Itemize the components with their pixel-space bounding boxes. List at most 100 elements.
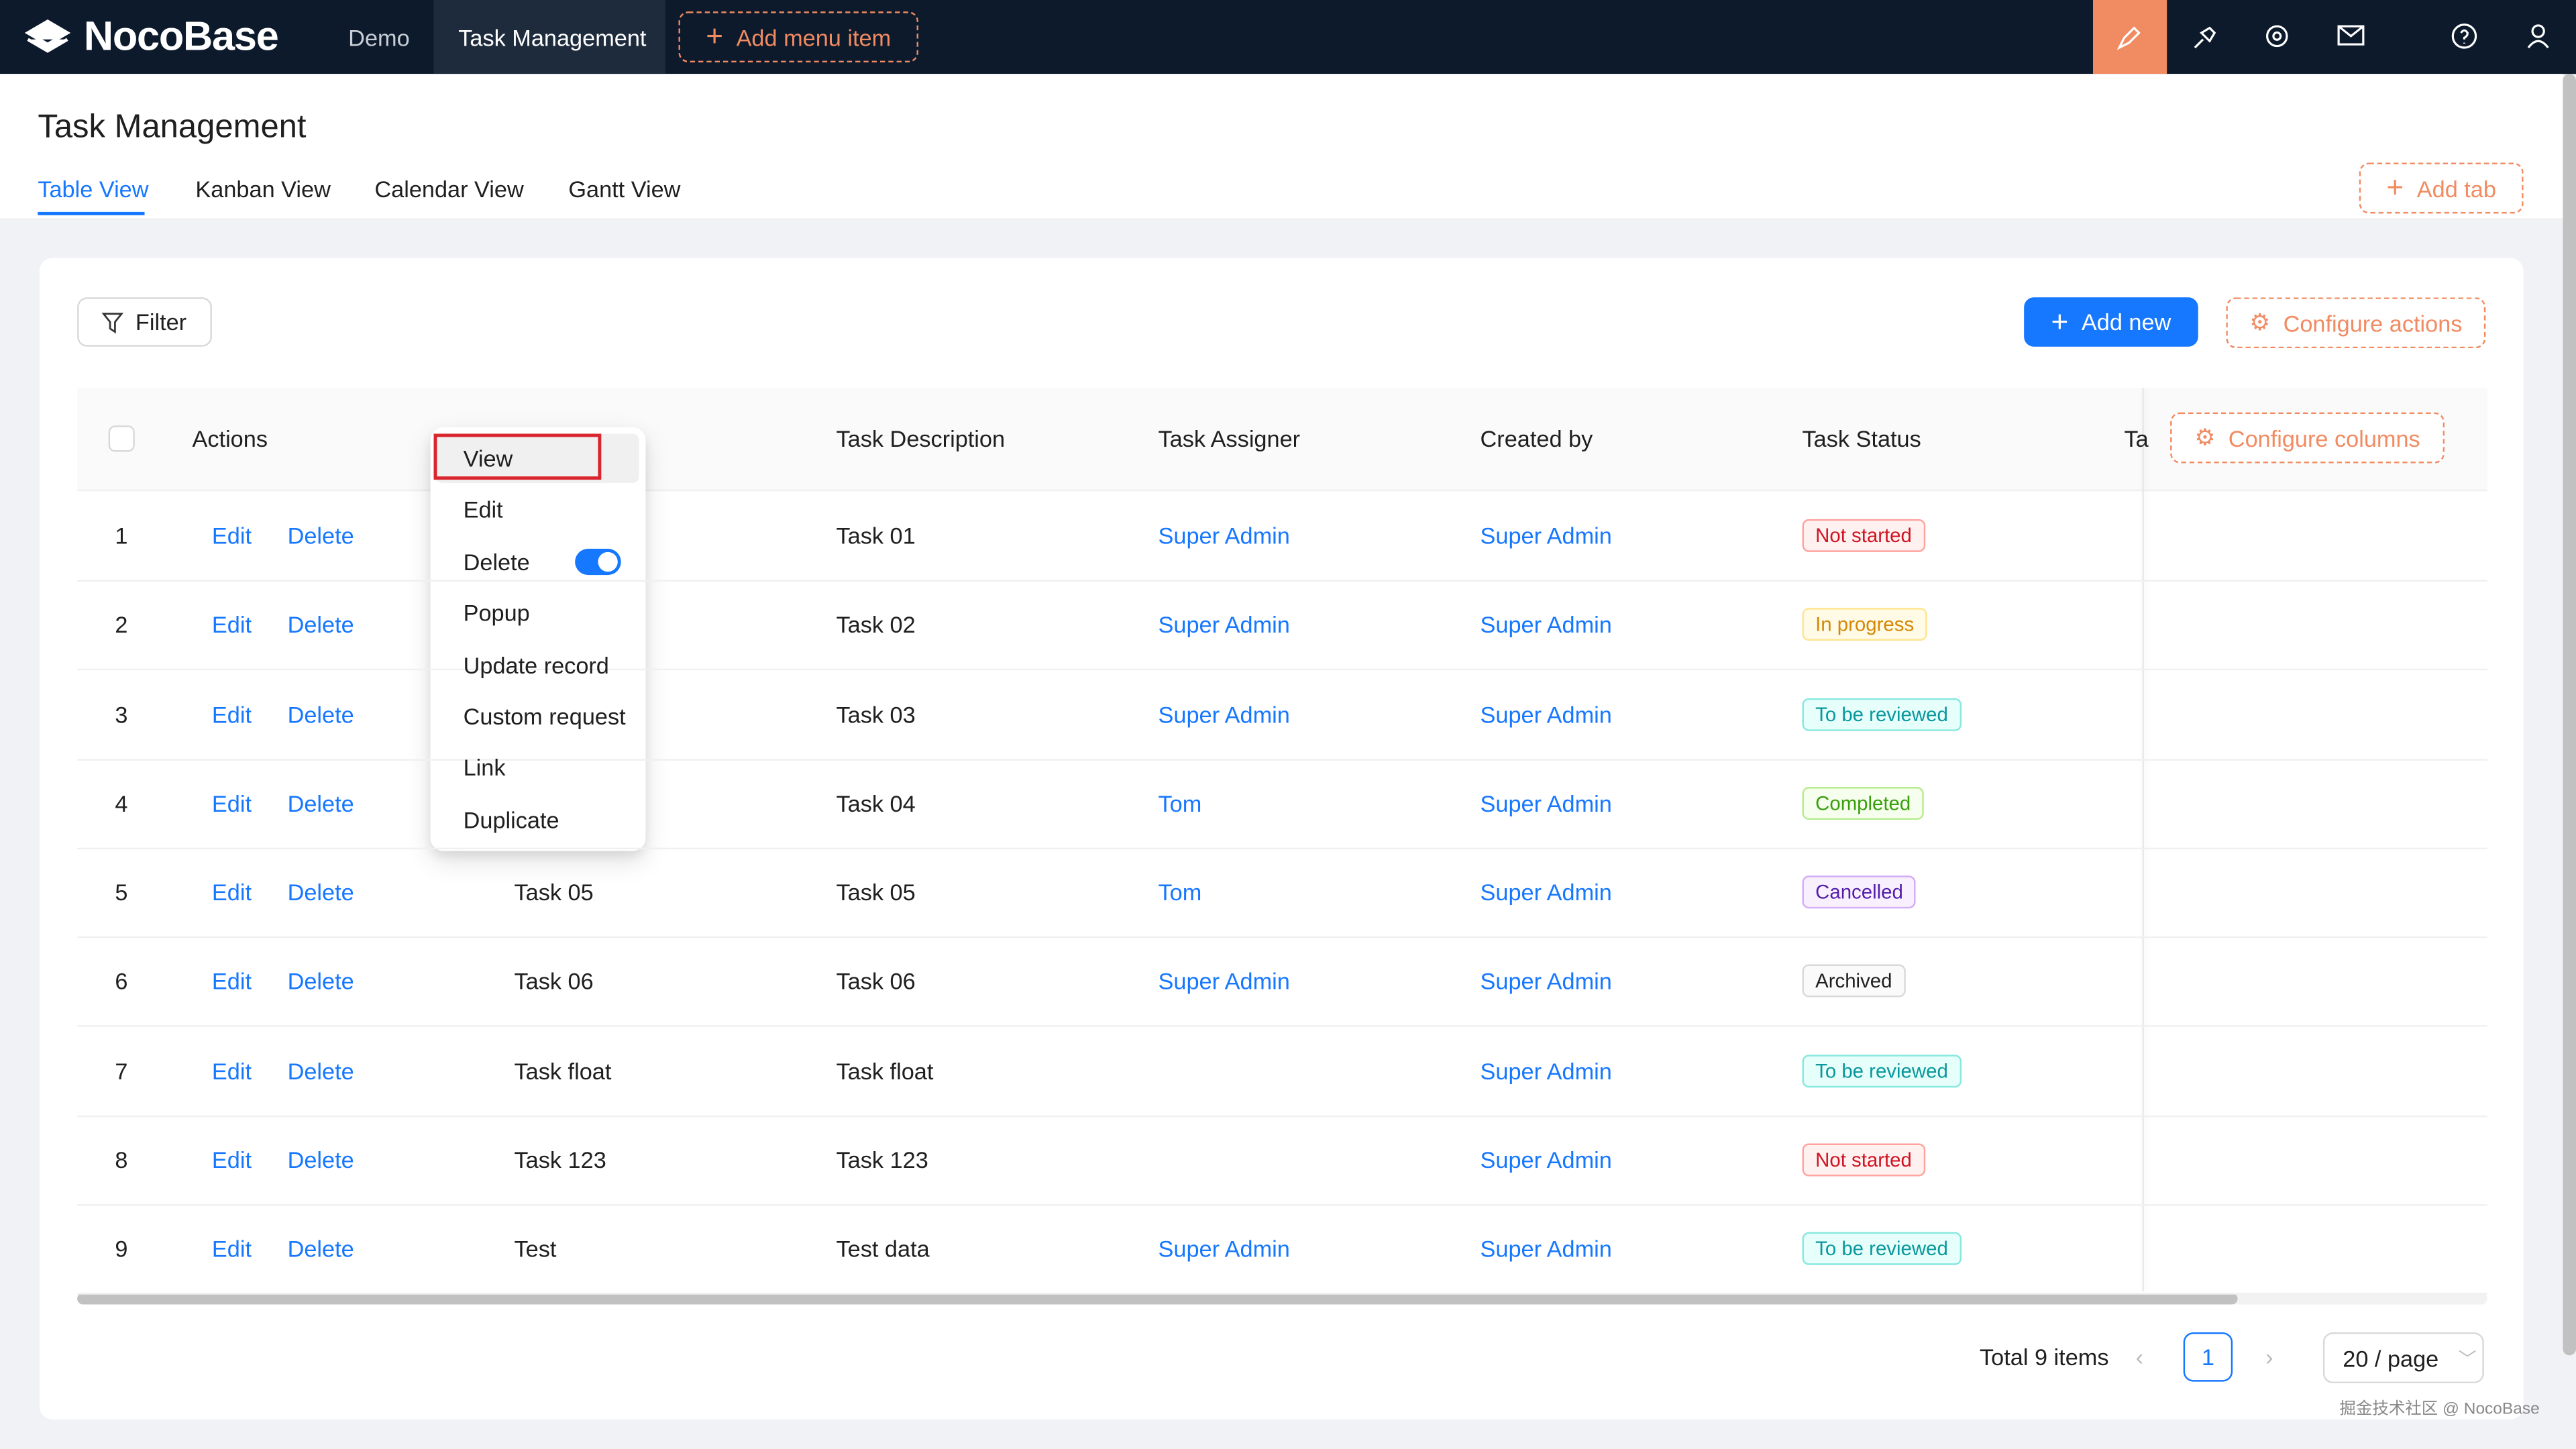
add-menu-item-label: Add menu item <box>736 23 892 50</box>
task-title: Task 05 <box>514 879 594 906</box>
menu-item-hover <box>435 433 639 484</box>
select-all-checkbox[interactable] <box>108 425 135 452</box>
created-by[interactable]: Super Admin <box>1480 1057 1612 1084</box>
page-header <box>0 74 2563 221</box>
row-edit[interactable]: Edit <box>211 1057 252 1084</box>
user-icon[interactable] <box>2524 21 2553 51</box>
row-edit[interactable]: Edit <box>211 522 252 549</box>
tab[interactable]: Calendar View <box>374 176 524 203</box>
row-divider <box>77 847 2487 849</box>
add-tab[interactable]: + Add tab <box>2359 162 2524 214</box>
row-divider <box>77 1114 2487 1117</box>
row-divider <box>77 1203 2487 1205</box>
menu-item[interactable]: Edit <box>463 496 503 523</box>
row-index: 2 <box>115 611 128 638</box>
action-dropdown <box>430 427 646 851</box>
task-assigner[interactable]: Tom <box>1158 879 1202 906</box>
nav-active-bg <box>433 0 665 74</box>
next-page[interactable]: › <box>2265 1344 2273 1371</box>
row-delete[interactable]: Delete <box>287 700 354 727</box>
row-edit[interactable]: Edit <box>211 790 252 816</box>
task-assigner[interactable]: Super Admin <box>1158 522 1290 549</box>
created-by[interactable]: Super Admin <box>1480 790 1612 816</box>
row-delete[interactable]: Delete <box>287 968 354 995</box>
watermark: 掘金技术社区 @ NocoBase <box>2339 1400 2540 1419</box>
tab[interactable]: Table View <box>38 176 149 203</box>
row-delete[interactable]: Delete <box>287 790 354 816</box>
row-delete[interactable]: Delete <box>287 611 354 638</box>
status-tag: Not started <box>1802 1142 1925 1176</box>
task-assigner[interactable]: Super Admin <box>1158 968 1290 995</box>
ui-editor-toggle[interactable] <box>2093 0 2167 74</box>
created-by[interactable]: Super Admin <box>1480 700 1612 727</box>
row-divider <box>77 1025 2487 1028</box>
task-description: Task 02 <box>836 611 916 638</box>
add-new-button[interactable]: + Add new <box>2024 297 2198 347</box>
configure-actions[interactable]: ⚙ Configure actions <box>2226 297 2486 349</box>
tab-underline <box>38 211 145 215</box>
task-description: Task 01 <box>836 522 916 549</box>
page-scrollbar[interactable] <box>2563 74 2576 1356</box>
row-delete[interactable]: Delete <box>287 522 354 549</box>
column-header: Ta <box>2124 425 2149 452</box>
filter-button[interactable]: Filter <box>77 297 212 347</box>
row-delete[interactable]: Delete <box>287 879 354 906</box>
created-by[interactable]: Super Admin <box>1480 1146 1612 1173</box>
configure-actions-label: Configure actions <box>2283 309 2463 336</box>
nav-item[interactable]: Demo <box>348 24 410 51</box>
created-by[interactable]: Super Admin <box>1480 611 1612 638</box>
prev-page[interactable]: ‹ <box>2135 1344 2144 1371</box>
nav-item[interactable]: Task Management <box>458 24 647 51</box>
status-tag: In progress <box>1802 608 1927 641</box>
menu-item[interactable]: Duplicate <box>463 806 559 833</box>
menu-item[interactable]: Custom request <box>463 703 626 730</box>
task-assigner[interactable]: Super Admin <box>1158 611 1290 638</box>
task-title: Task 123 <box>514 1146 606 1173</box>
menu-item[interactable]: Update record <box>463 651 609 678</box>
menu-item[interactable]: Delete <box>463 548 530 575</box>
row-edit[interactable]: Edit <box>211 879 252 906</box>
help-icon[interactable] <box>2449 21 2479 51</box>
task-assigner[interactable]: Super Admin <box>1158 1235 1290 1262</box>
highlight-box <box>433 433 602 480</box>
settings-icon[interactable] <box>2262 21 2292 51</box>
task-description: Task float <box>836 1057 934 1084</box>
row-divider <box>77 669 2487 671</box>
logo[interactable]: NocoBase <box>83 13 279 60</box>
row-edit[interactable]: Edit <box>211 1235 252 1262</box>
created-by[interactable]: Super Admin <box>1480 879 1612 906</box>
row-divider <box>77 936 2487 938</box>
task-description: Task 123 <box>836 1146 928 1173</box>
row-edit[interactable]: Edit <box>211 968 252 995</box>
menu-item[interactable]: Popup <box>463 600 530 627</box>
mail-icon[interactable] <box>2336 23 2365 49</box>
toggle-switch[interactable] <box>575 548 621 576</box>
plugin-icon[interactable] <box>2190 23 2219 52</box>
menu-item[interactable]: Link <box>463 755 506 782</box>
configure-columns[interactable]: ⚙ Configure columns <box>2170 412 2445 464</box>
row-index: 4 <box>115 790 128 816</box>
created-by[interactable]: Super Admin <box>1480 968 1612 995</box>
page-size-select[interactable]: 20 / page ﹀ <box>2322 1332 2484 1384</box>
status-tag: Cancelled <box>1802 875 1917 909</box>
task-assigner[interactable]: Super Admin <box>1158 700 1290 727</box>
created-by[interactable]: Super Admin <box>1480 522 1612 549</box>
menu-item[interactable]: View <box>463 445 513 472</box>
task-description: Task 03 <box>836 700 916 727</box>
tab[interactable]: Gantt View <box>568 176 681 203</box>
row-edit[interactable]: Edit <box>211 611 252 638</box>
row-delete[interactable]: Delete <box>287 1057 354 1084</box>
row-delete[interactable]: Delete <box>287 1235 354 1262</box>
page-number[interactable]: 1 <box>2183 1332 2233 1382</box>
tab[interactable]: Kanban View <box>195 176 331 203</box>
row-edit[interactable]: Edit <box>211 700 252 727</box>
task-assigner[interactable]: Tom <box>1158 790 1202 816</box>
row-index: 9 <box>115 1235 128 1262</box>
task-title: Task float <box>514 1057 612 1084</box>
created-by[interactable]: Super Admin <box>1480 1235 1612 1262</box>
row-delete[interactable]: Delete <box>287 1146 354 1173</box>
h-scroll-thumb[interactable] <box>77 1293 2238 1305</box>
row-edit[interactable]: Edit <box>211 1146 252 1173</box>
column-header: Actions <box>192 425 268 452</box>
add-menu-item[interactable]: + Add menu item <box>678 11 918 63</box>
